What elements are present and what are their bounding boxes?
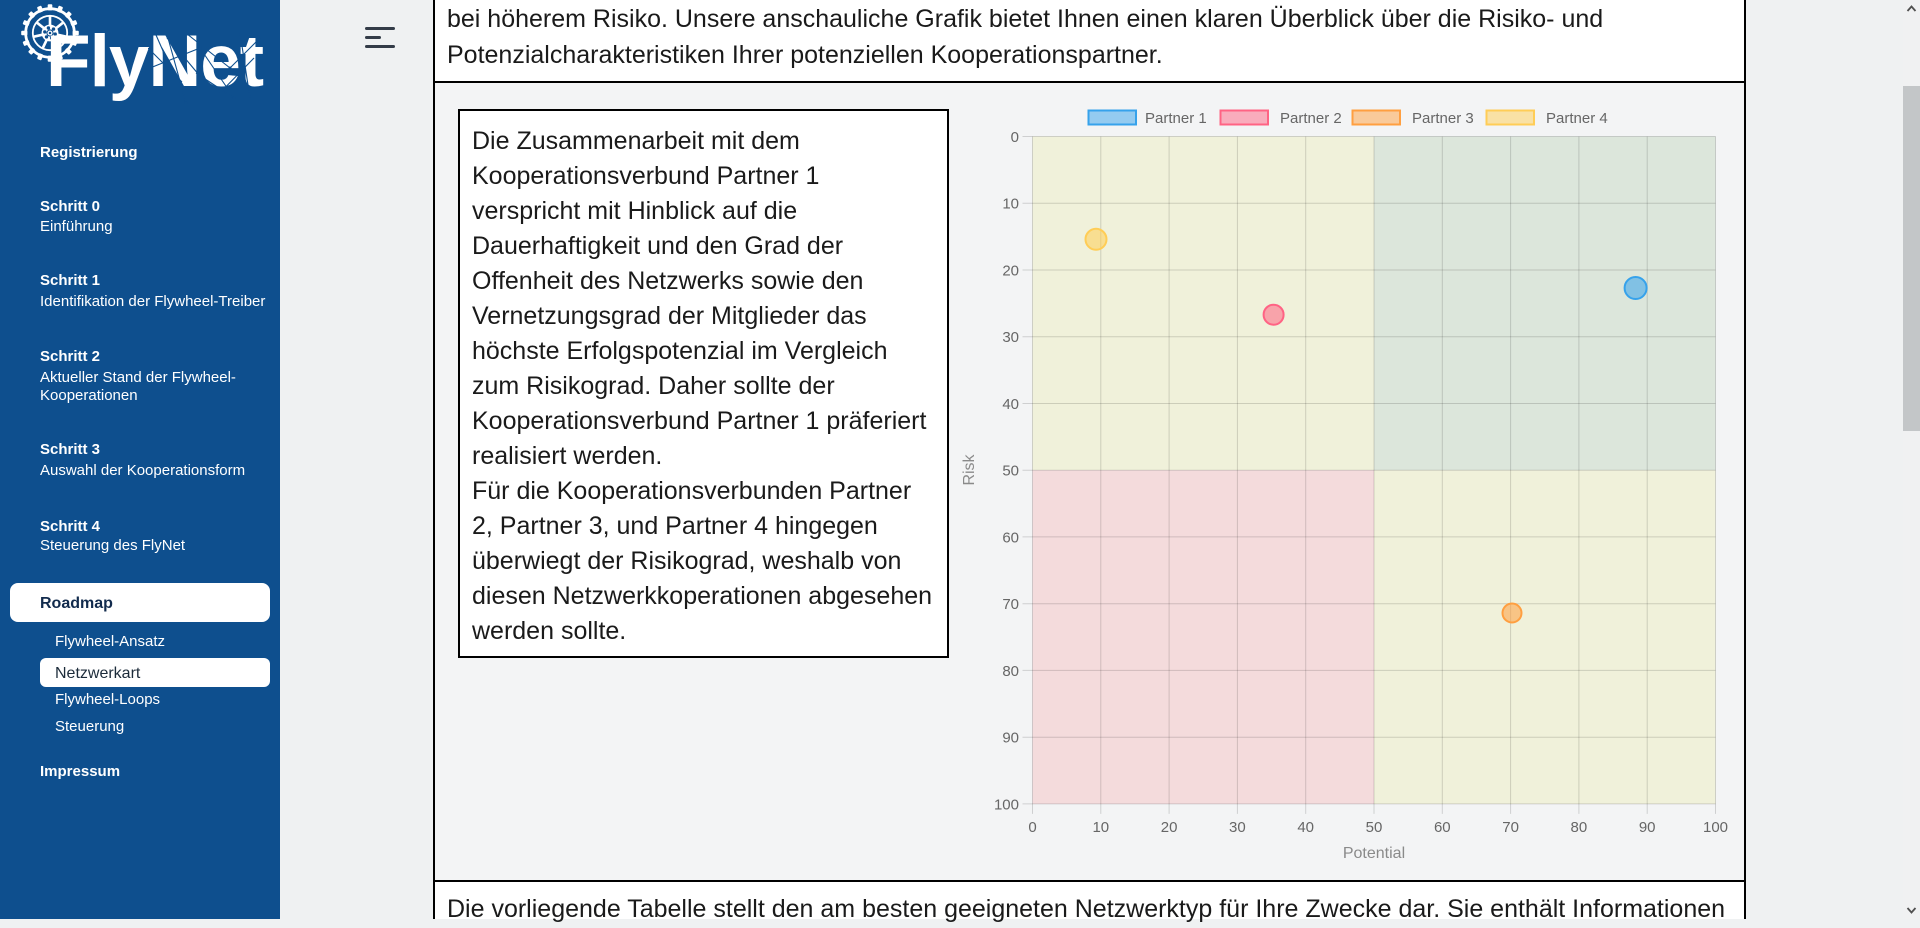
svg-text:70: 70 bbox=[1502, 819, 1519, 836]
svg-text:40: 40 bbox=[1002, 396, 1019, 413]
svg-text:40: 40 bbox=[1297, 819, 1314, 836]
svg-text:10: 10 bbox=[1002, 196, 1019, 213]
svg-text:Partner 4: Partner 4 bbox=[1546, 110, 1608, 127]
svg-text:90: 90 bbox=[1639, 819, 1656, 836]
svg-text:20: 20 bbox=[1161, 819, 1178, 836]
svg-text:20: 20 bbox=[1002, 263, 1019, 280]
svg-text:Partner 1: Partner 1 bbox=[1145, 110, 1207, 127]
svg-text:50: 50 bbox=[1002, 463, 1019, 480]
svg-text:30: 30 bbox=[1229, 819, 1246, 836]
svg-text:0: 0 bbox=[1028, 819, 1036, 836]
svg-text:10: 10 bbox=[1092, 819, 1109, 836]
svg-text:70: 70 bbox=[1002, 596, 1019, 613]
svg-text:Risk: Risk bbox=[961, 453, 978, 485]
svg-text:100: 100 bbox=[1703, 819, 1728, 836]
svg-text:30: 30 bbox=[1002, 329, 1019, 346]
svg-text:Partner 3: Partner 3 bbox=[1412, 110, 1474, 127]
svg-text:90: 90 bbox=[1002, 730, 1019, 747]
svg-text:80: 80 bbox=[1571, 819, 1588, 836]
svg-text:50: 50 bbox=[1366, 819, 1383, 836]
svg-text:60: 60 bbox=[1002, 529, 1019, 546]
svg-text:80: 80 bbox=[1002, 663, 1019, 680]
svg-text:100: 100 bbox=[994, 796, 1019, 813]
svg-text:Partner 2: Partner 2 bbox=[1280, 110, 1342, 127]
svg-text:Potential: Potential bbox=[1343, 845, 1405, 862]
svg-text:60: 60 bbox=[1434, 819, 1451, 836]
svg-text:0: 0 bbox=[1011, 129, 1019, 146]
